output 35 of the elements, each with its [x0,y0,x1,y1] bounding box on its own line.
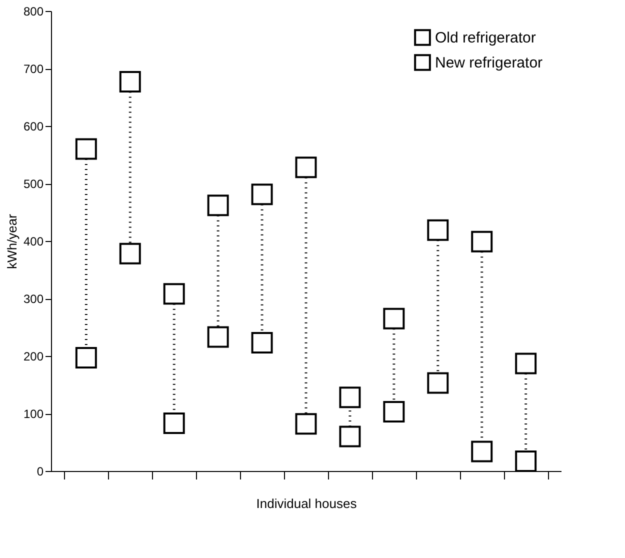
y-tick-label: 0 [36,464,44,478]
legend-label: New refrigerator [435,54,543,72]
y-tick-label: 500 [23,177,44,191]
point [427,372,449,394]
point [207,194,229,216]
x-axis-title: Individual houses [256,496,358,511]
y-tick-label: 400 [23,234,44,248]
point [75,138,97,160]
point [75,346,97,368]
point [515,450,537,472]
point [119,242,141,264]
point [251,332,273,354]
point [339,426,361,448]
point [515,352,537,374]
point [383,308,405,330]
point [295,413,317,435]
y-tick-label: 300 [23,292,44,306]
y-axis-title: kWh/year [4,213,20,269]
point [339,386,361,408]
point [207,326,229,348]
y-tick-label: 200 [23,350,44,364]
point [295,156,317,178]
point [163,412,185,434]
point [119,70,141,92]
y-tick-label: 100 [23,407,44,421]
y-tick-label: 700 [23,62,44,76]
point [471,440,493,462]
point [427,219,449,241]
point [251,184,273,206]
legend-label: Old refrigerator [435,30,536,46]
y-tick-label: 800 [23,4,44,18]
y-tick-label: 600 [23,120,44,134]
point [383,401,405,423]
point [471,230,493,252]
point [163,283,185,305]
